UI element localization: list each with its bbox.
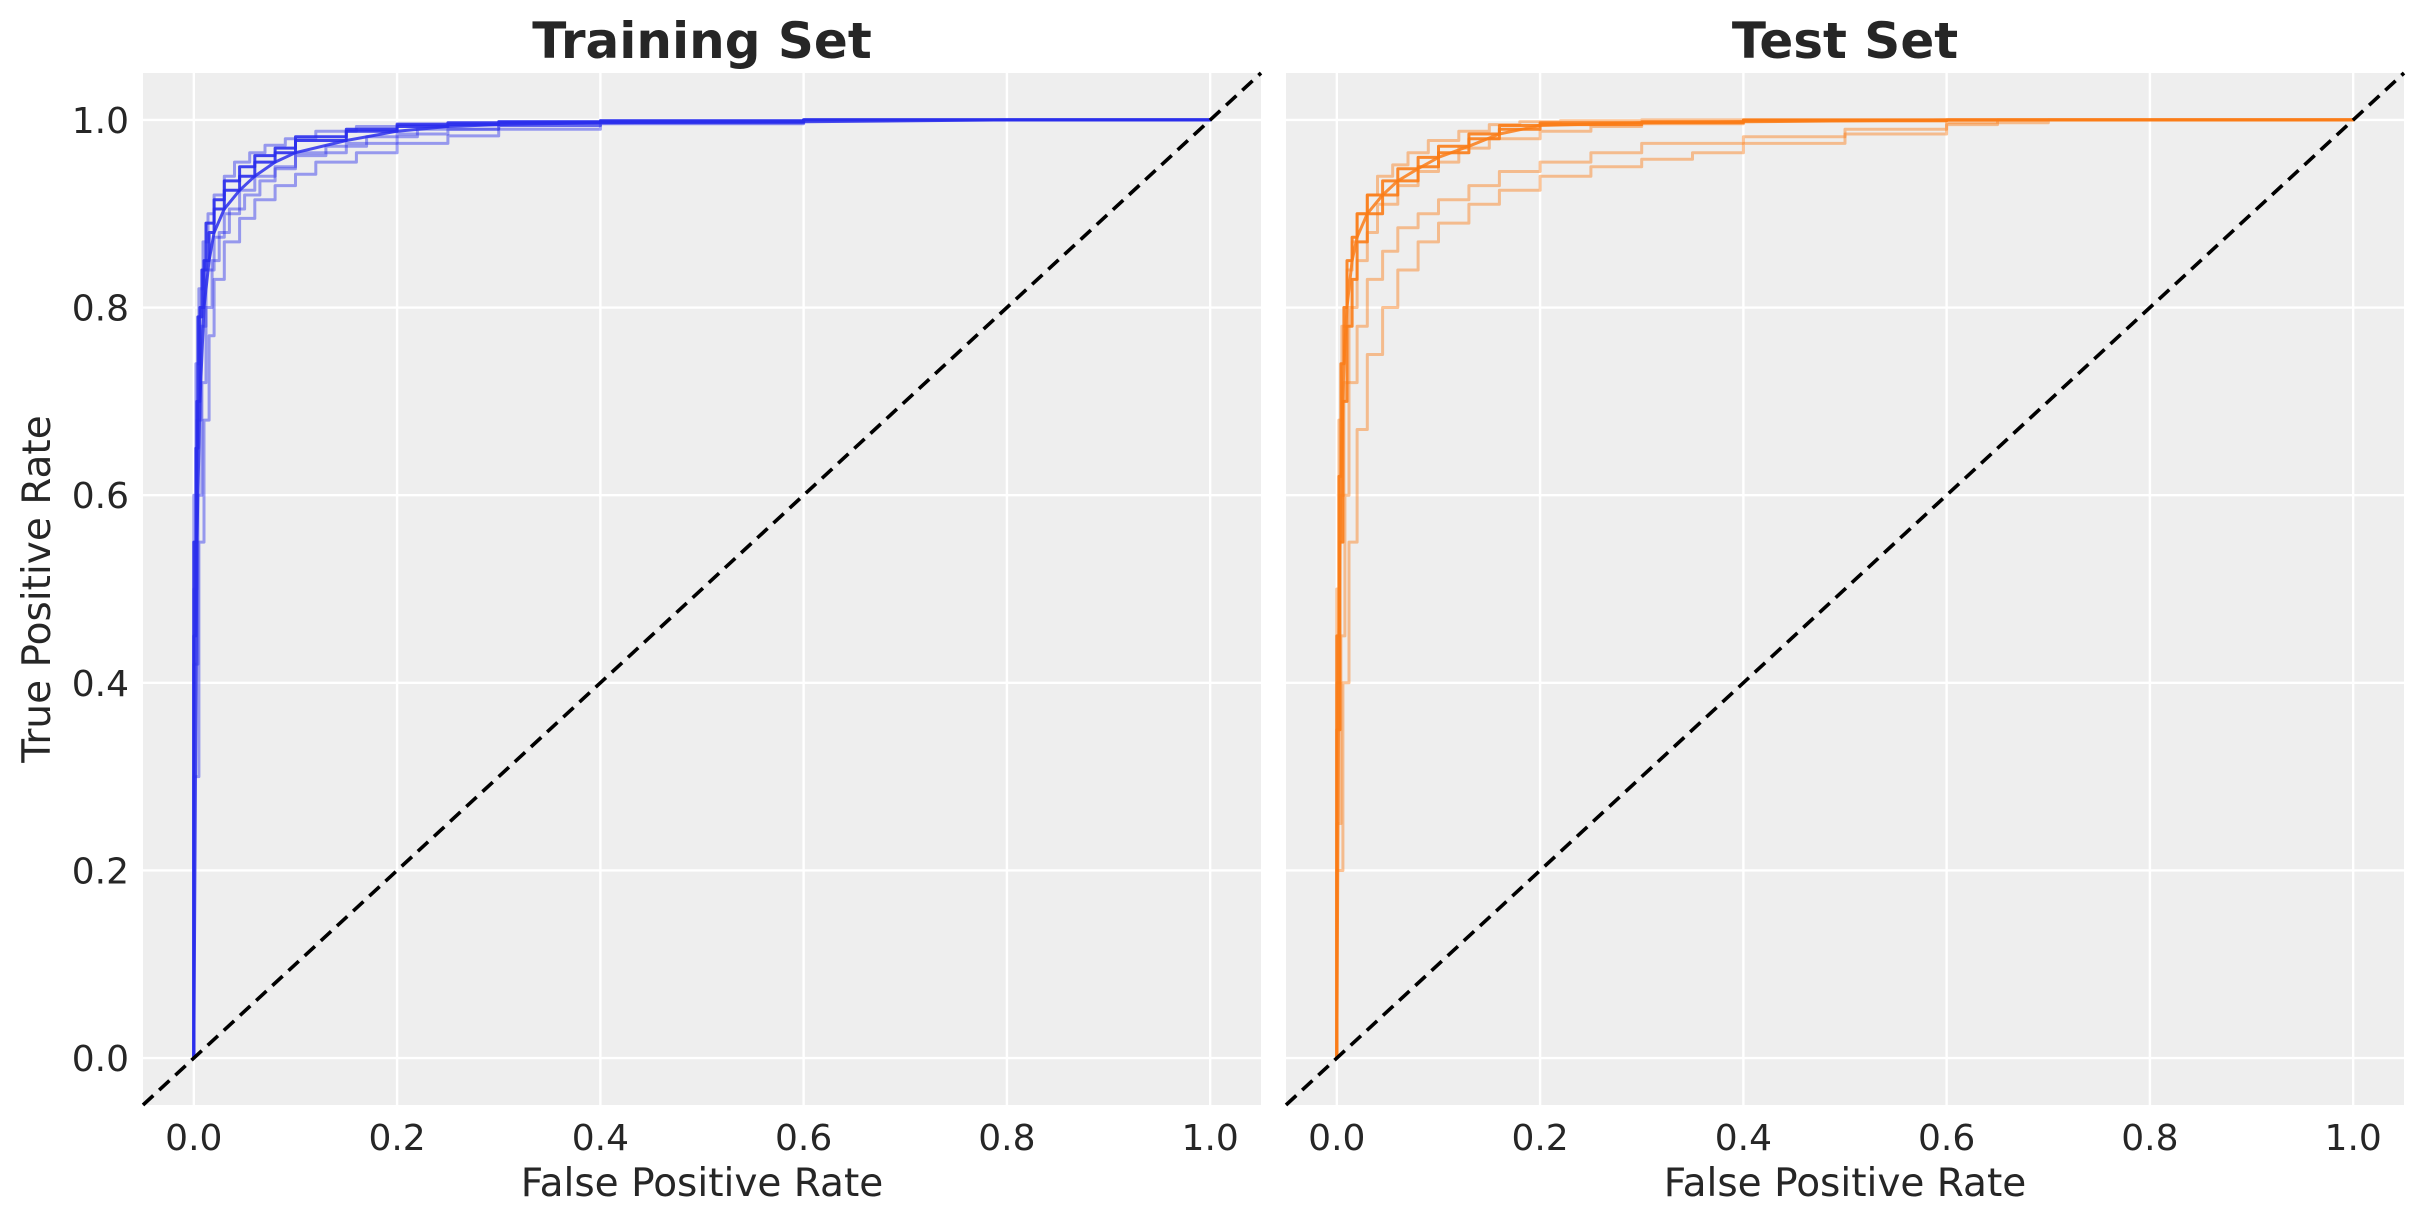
- x-tick-label: 0.6: [775, 1118, 832, 1159]
- y-tick-label: 0.4: [72, 664, 129, 705]
- roc-curve-2: [1335, 118, 2355, 1060]
- x-tick-label: 1.0: [2325, 1118, 2382, 1159]
- roc-curve-1: [192, 118, 1212, 1060]
- reference-diagonal-test: [1284, 71, 2406, 1107]
- yticks-training: 0.0 0.2 0.4 0.6 0.8 1.0: [72, 101, 129, 1080]
- x-tick-label: 0.0: [1308, 1118, 1365, 1159]
- x-tick-label: 0.2: [368, 1118, 425, 1159]
- curves-training: [192, 118, 1212, 1060]
- roc-curve-5: [1335, 118, 2355, 1060]
- x-tick-label: 0.6: [1918, 1118, 1975, 1159]
- y-tick-label: 0.2: [72, 851, 129, 892]
- y-axis-label-training: True Positive Rate: [15, 415, 60, 763]
- reference-diagonal-training: [141, 71, 1263, 1107]
- y-tick-label: 0.8: [72, 289, 129, 330]
- chart-title-training: Training Set: [532, 12, 872, 70]
- x-axis-label-training: False Positive Rate: [521, 1161, 883, 1206]
- xticks-training: 0.0 0.2 0.4 0.6 0.8 1.0: [165, 1118, 1239, 1159]
- roc-curve-4: [192, 118, 1212, 1060]
- x-tick-label: 0.0: [165, 1118, 222, 1159]
- chart-title-test: Test Set: [1732, 12, 1958, 70]
- y-tick-label: 0.0: [72, 1039, 129, 1080]
- roc-curve-5: [192, 118, 1212, 1060]
- grid-training: [143, 73, 1261, 1105]
- xticks-test: 0.0 0.2 0.4 0.6 0.8 1.0: [1308, 1118, 2382, 1159]
- roc-curve-band: [192, 118, 1212, 1060]
- x-tick-label: 0.4: [572, 1118, 629, 1159]
- x-tick-label: 0.8: [978, 1118, 1035, 1159]
- x-axis-label-test: False Positive Rate: [1664, 1161, 2026, 1206]
- x-tick-label: 1.0: [1182, 1118, 1239, 1159]
- panel-test: 0.0 0.2 0.4 0.6 0.8 1.0 Test Set False Positi…: [1284, 12, 2406, 1206]
- x-tick-label: 0.2: [1511, 1118, 1568, 1159]
- roc-curve-band: [1335, 118, 2355, 1060]
- x-tick-label: 0.8: [2121, 1118, 2178, 1159]
- y-tick-label: 1.0: [72, 101, 129, 142]
- curves-test: [1335, 118, 2355, 1060]
- panel-training: 0.0 0.2 0.4 0.6 0.8 1.0 0.0 0.2 0.4 0.6 0.8 1.0 Tr…: [15, 12, 1263, 1206]
- y-tick-label: 0.6: [72, 476, 129, 517]
- x-tick-label: 0.4: [1715, 1118, 1772, 1159]
